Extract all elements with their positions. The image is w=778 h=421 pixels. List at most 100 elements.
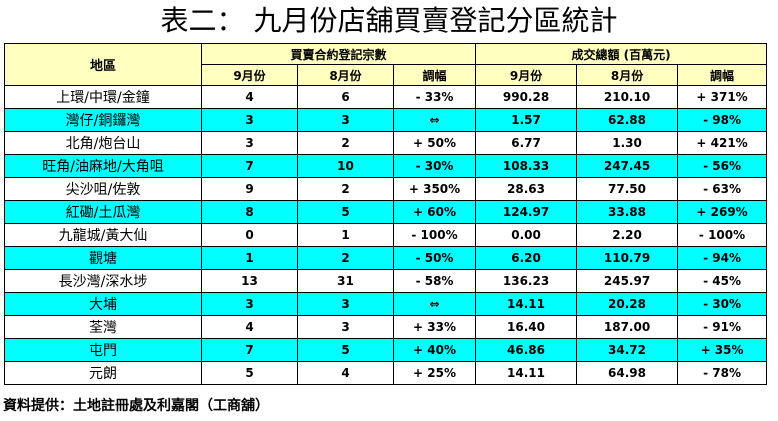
value-aug-cell: 33.88 bbox=[576, 200, 679, 224]
count-change-cell: - 100% bbox=[392, 223, 477, 247]
region-cell: 大埔 bbox=[4, 292, 202, 316]
count-sep-cell: 4 bbox=[201, 85, 298, 109]
table-row: 北角/炮台山 3 2 + 50% 6.77 1.30 + 421% bbox=[4, 131, 768, 155]
count-change-cell: ⇔ bbox=[392, 108, 477, 132]
region-cell: 九龍城/黃大仙 bbox=[4, 223, 202, 247]
value-aug-cell: 77.50 bbox=[576, 177, 679, 201]
value-group-header: 成交總額 (百萬元) bbox=[475, 43, 768, 65]
count-sep-cell: 8 bbox=[201, 200, 298, 224]
value-sep-cell: 6.77 bbox=[475, 131, 578, 155]
count-aug-cell: 3 bbox=[297, 292, 394, 316]
source-note: 資料提供：土地註冊處及利嘉閣（工商舖） bbox=[3, 398, 269, 414]
region-cell: 觀塘 bbox=[4, 246, 202, 270]
value-change-cell: + 371% bbox=[677, 85, 768, 109]
count-sep-cell: 7 bbox=[201, 338, 298, 362]
value-sep-cell: 124.97 bbox=[475, 200, 578, 224]
value-sep-cell: 28.63 bbox=[475, 177, 578, 201]
value-sep-header: 9月份 bbox=[475, 64, 578, 86]
table-row: 元朗 5 4 + 25% 14.11 64.98- 78% bbox=[4, 361, 768, 385]
table-row: 屯門 7 5 + 40% 46.86 34.72 + 35% bbox=[4, 338, 768, 362]
count-aug-cell: 2 bbox=[297, 246, 394, 270]
value-aug-cell: 34.72 bbox=[576, 338, 679, 362]
value-aug-cell: 2.20 bbox=[576, 223, 679, 247]
table-row: 紅磡/土瓜灣 8 5 + 60% 124.97 33.88 + 269% bbox=[4, 200, 768, 224]
region-cell: 屯門 bbox=[4, 338, 202, 362]
value-change-cell: - 45% bbox=[677, 269, 768, 293]
value-aug-cell: 247.45 bbox=[576, 154, 679, 178]
value-change-cell: - 56% bbox=[677, 154, 768, 178]
value-sep-cell: 14.11 bbox=[475, 361, 578, 385]
value-change-cell: - 98% bbox=[677, 108, 768, 132]
count-sep-cell: 5 bbox=[201, 361, 298, 385]
value-sep-cell: 136.23 bbox=[475, 269, 578, 293]
value-change-cell: - 91% bbox=[677, 315, 768, 339]
value-sep-cell: 990.28 bbox=[475, 85, 578, 109]
region-cell: 紅磡/土瓜灣 bbox=[4, 200, 202, 224]
region-cell: 元朗 bbox=[4, 361, 202, 385]
table-row: 長沙灣/深水埗 13 31- 58% 136.23 245.97- 45% bbox=[4, 269, 768, 293]
value-sep-cell: 1.57 bbox=[475, 108, 578, 132]
count-sep-cell: 3 bbox=[201, 108, 298, 132]
table-row: 觀塘 1 2- 50% 6.20 110.79- 94% bbox=[4, 246, 768, 270]
count-change-cell: + 50% bbox=[392, 131, 477, 155]
count-change-cell: + 40% bbox=[392, 338, 477, 362]
value-aug-cell: 1.30 bbox=[576, 131, 679, 155]
value-change-cell: - 100% bbox=[677, 223, 768, 247]
count-sep-cell: 1 bbox=[201, 246, 298, 270]
count-change-cell: + 350% bbox=[392, 177, 477, 201]
count-aug-cell: 6 bbox=[297, 85, 394, 109]
table-body: 上環/中環/金鐘 4 6- 33% 990.28 210.10 + 371% 灣仔/銅鑼灣 3… bbox=[4, 85, 768, 385]
value-aug-cell: 110.79 bbox=[576, 246, 679, 270]
count-aug-cell: 5 bbox=[297, 338, 394, 362]
value-change-cell: + 269% bbox=[677, 200, 768, 224]
page-title: 表二： 九月份店舖買賣登記分區統計 bbox=[160, 4, 618, 37]
count-change-cell: ⇔ bbox=[392, 292, 477, 316]
count-aug-cell: 31 bbox=[297, 269, 394, 293]
count-change-cell: - 30% bbox=[392, 154, 477, 178]
count-change-header: 調幅 bbox=[392, 64, 477, 86]
count-change-cell: + 60% bbox=[392, 200, 477, 224]
value-change-cell: - 78% bbox=[677, 361, 768, 385]
value-aug-cell: 187.00 bbox=[576, 315, 679, 339]
count-sep-cell: 0 bbox=[201, 223, 298, 247]
count-sep-cell: 3 bbox=[201, 292, 298, 316]
region-cell: 北角/炮台山 bbox=[4, 131, 202, 155]
value-aug-cell: 64.98 bbox=[576, 361, 679, 385]
value-sep-cell: 14.11 bbox=[475, 292, 578, 316]
value-aug-cell: 210.10 bbox=[576, 85, 679, 109]
table-row: 尖沙咀/佐敦 9 2 + 350% 28.63 77.50- 63% bbox=[4, 177, 768, 201]
count-aug-header: 8月份 bbox=[297, 64, 394, 86]
count-aug-cell: 2 bbox=[297, 131, 394, 155]
value-sep-cell: 16.40 bbox=[475, 315, 578, 339]
value-change-cell: - 94% bbox=[677, 246, 768, 270]
count-group-header: 買賣合約登記宗數 bbox=[200, 43, 477, 65]
value-sep-cell: 0.00 bbox=[475, 223, 578, 247]
count-aug-cell: 4 bbox=[297, 361, 394, 385]
count-sep-cell: 3 bbox=[201, 131, 298, 155]
count-change-cell: - 58% bbox=[392, 269, 477, 293]
count-sep-cell: 9 bbox=[201, 177, 298, 201]
count-aug-cell: 3 bbox=[297, 108, 394, 132]
count-change-cell: - 33% bbox=[392, 85, 477, 109]
value-sep-cell: 6.20 bbox=[475, 246, 578, 270]
count-aug-cell: 1 bbox=[297, 223, 394, 247]
count-change-cell: - 50% bbox=[392, 246, 477, 270]
statistics-table: 地區 買賣合約登記宗數 成交總額 (百萬元) 9月份 8月份 調幅 9月份 8月… bbox=[4, 43, 768, 385]
region-cell: 灣仔/銅鑼灣 bbox=[4, 108, 202, 132]
count-aug-cell: 2 bbox=[297, 177, 394, 201]
count-aug-cell: 5 bbox=[297, 200, 394, 224]
value-change-cell: - 63% bbox=[677, 177, 768, 201]
value-sep-cell: 46.86 bbox=[475, 338, 578, 362]
region-cell: 尖沙咀/佐敦 bbox=[4, 177, 202, 201]
value-change-cell: + 35% bbox=[677, 338, 768, 362]
table-row: 上環/中環/金鐘 4 6- 33% 990.28 210.10 + 371% bbox=[4, 85, 768, 109]
count-sep-cell: 4 bbox=[201, 315, 298, 339]
value-aug-cell: 245.97 bbox=[576, 269, 679, 293]
region-cell: 荃灣 bbox=[4, 315, 202, 339]
table-row: 灣仔/銅鑼灣 3 3 ⇔ 1.57 62.88- 98% bbox=[4, 108, 768, 132]
value-change-header: 調幅 bbox=[677, 64, 768, 86]
count-sep-header: 9月份 bbox=[201, 64, 298, 86]
region-header: 地區 bbox=[4, 43, 202, 86]
region-cell: 長沙灣/深水埗 bbox=[4, 269, 202, 293]
value-aug-cell: 62.88 bbox=[576, 108, 679, 132]
